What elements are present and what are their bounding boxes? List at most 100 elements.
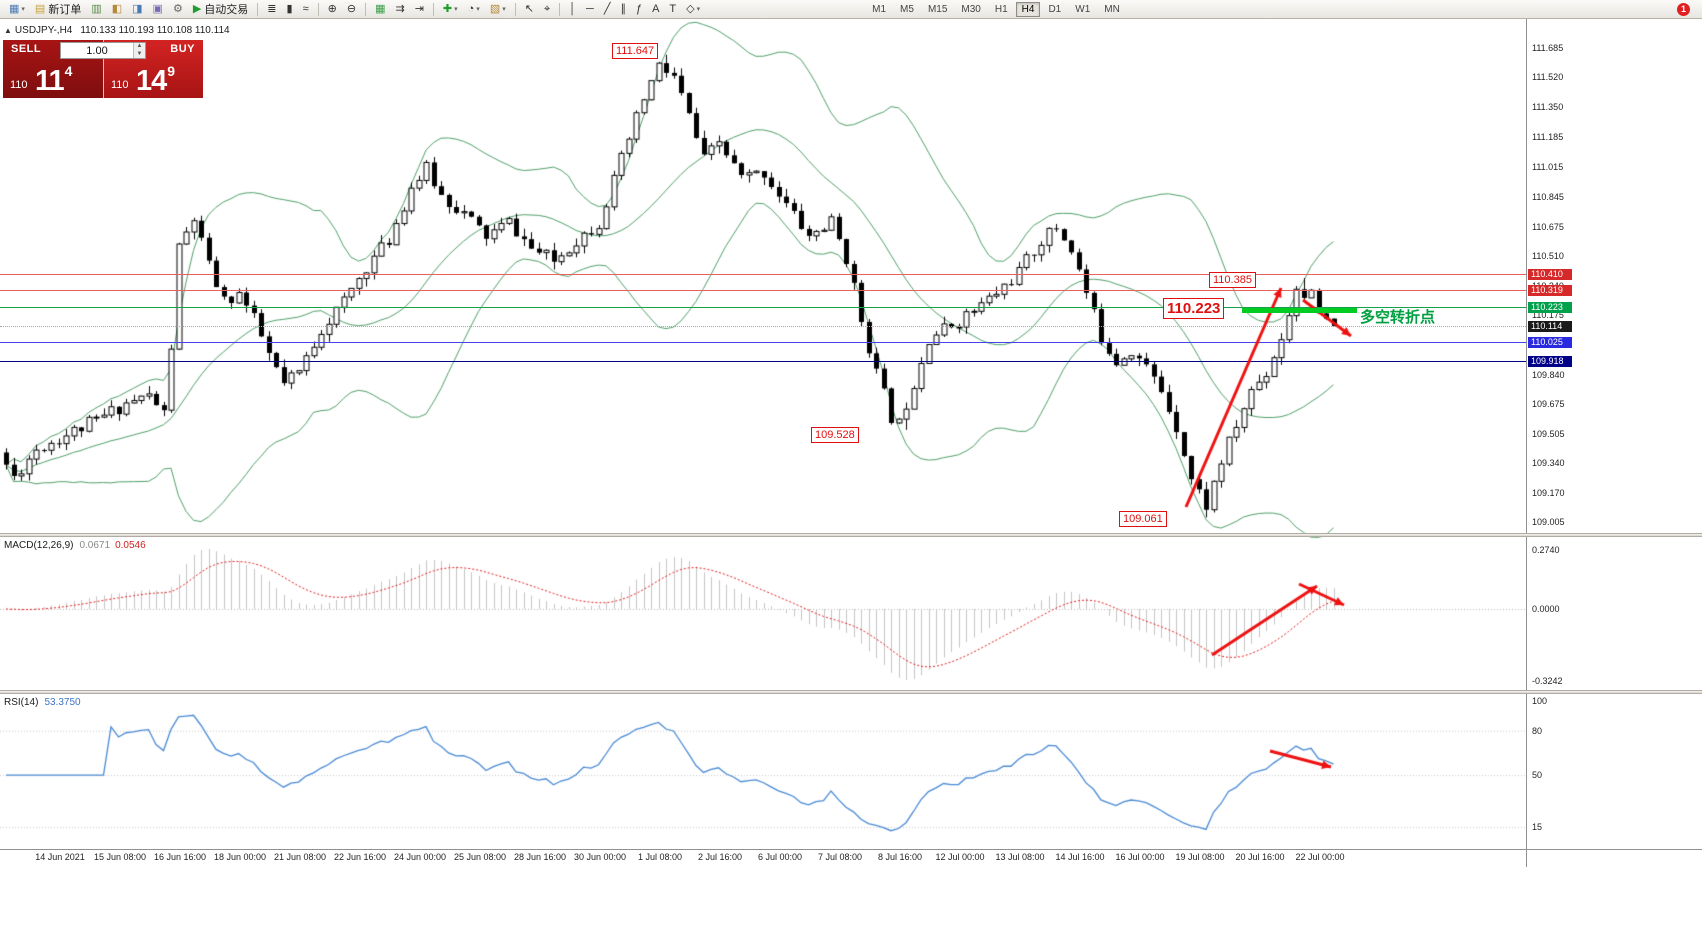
indicators-button[interactable]: ✚ ▾	[439, 0, 462, 18]
chart-shift-button[interactable]: ⇥	[411, 0, 428, 18]
timeframe-m15[interactable]: M15	[927, 3, 948, 15]
price-axis-label: 111.015	[1532, 161, 1564, 172]
price-chart-canvas[interactable]	[0, 19, 1526, 867]
time-axis-label: 16 Jul 00:00	[1115, 852, 1165, 862]
zoom-in-button[interactable]: ⊕	[324, 0, 341, 18]
buy-price: 149	[136, 63, 175, 98]
macd-axis-label: 0.0000	[1532, 604, 1560, 614]
terminal-icon: ▣	[152, 3, 163, 15]
indicators-dropdown-icon[interactable]: ▾	[454, 6, 458, 13]
rsi-axis-label: 15	[1532, 821, 1543, 832]
new-chart-button[interactable]: ▦ ▾	[5, 0, 29, 18]
buy-button[interactable]: BUY	[170, 43, 195, 55]
price-axis-label: 111.350	[1532, 102, 1564, 113]
data-window-button[interactable]: ◧	[108, 0, 126, 18]
periods-dropdown-icon[interactable]: ▾	[476, 6, 480, 13]
toolbar-separator	[257, 2, 259, 16]
new-order-button[interactable]: ▤ 新订单	[31, 0, 85, 18]
horizontal-line-button[interactable]: ─	[582, 0, 598, 18]
horizontal-line-object[interactable]	[0, 274, 1526, 275]
sell-button[interactable]: SELL	[11, 43, 42, 55]
trendline-button[interactable]: ╱	[600, 0, 615, 18]
price-callout[interactable]: 109.061	[1119, 511, 1167, 527]
buy-price-prefix: 110	[111, 79, 129, 91]
price-axis-label: 111.520	[1532, 72, 1564, 83]
arrows-tool-dropdown-icon[interactable]: ▾	[696, 6, 701, 13]
market-watch-icon: ▥	[91, 3, 102, 15]
cursor-button[interactable]: ↖	[521, 0, 538, 18]
price-callout[interactable]: 111.647	[612, 43, 659, 59]
price-callout[interactable]: 110.385	[1209, 272, 1256, 288]
text-label-button[interactable]: T	[665, 0, 680, 18]
timeframe-m1[interactable]: M1	[872, 3, 887, 15]
templates-button[interactable]: ▧ ▾	[486, 0, 510, 18]
crosshair-icon: ⌖	[543, 3, 551, 15]
line-chart-mode-button[interactable]: ≈	[299, 0, 313, 18]
timeframe-w1[interactable]: W1	[1075, 3, 1091, 15]
vertical-line-button[interactable]: │	[565, 0, 580, 18]
horizontal-line-object[interactable]	[0, 342, 1526, 343]
macd-value-signal: 0.0546	[115, 540, 146, 551]
time-axis-label: 21 Jun 08:00	[273, 852, 327, 862]
price-callout[interactable]: 110.223	[1163, 298, 1225, 319]
new-chart-dropdown-icon[interactable]: ▾	[21, 6, 25, 13]
time-axis-label: 15 Jun 08:00	[93, 852, 147, 862]
candlestick-mode-button[interactable]: ▮	[283, 0, 297, 18]
text-icon: A	[652, 3, 660, 15]
tile-windows-button[interactable]: ▦	[371, 0, 389, 18]
new-order-icon: ▤	[34, 3, 46, 15]
annotation-text[interactable]: 多空转折点	[1360, 309, 1436, 326]
notification-badge[interactable]: 1	[1677, 2, 1690, 16]
zoom-out-icon: ⊖	[346, 3, 357, 15]
price-axis-label: 109.675	[1532, 398, 1565, 409]
horizontal-line-object[interactable]	[0, 361, 1526, 362]
market-watch-button[interactable]: ▥	[87, 0, 105, 18]
timeframe-h4[interactable]: H4	[1015, 1, 1041, 17]
bar-chart-mode-icon: ≣	[267, 3, 277, 15]
pane-splitter-rsi[interactable]	[0, 690, 1702, 694]
pane-splitter-macd[interactable]	[0, 533, 1702, 537]
text-button[interactable]: A	[648, 0, 663, 18]
zoom-out-button[interactable]: ⊖	[343, 0, 360, 18]
timeframe-h1[interactable]: H1	[994, 3, 1008, 15]
price-axis-label: 110.510	[1532, 250, 1564, 261]
equidistant-channel-icon: ∥	[620, 3, 626, 15]
arrows-tool-icon: ◇	[686, 3, 695, 15]
terminal-button[interactable]: ▣	[149, 0, 167, 18]
volume-spinner[interactable]: ▲ ▼	[133, 43, 145, 58]
bar-chart-mode-button[interactable]: ≣	[263, 0, 280, 18]
fibonacci-retracement-button[interactable]: ƒ	[632, 0, 646, 18]
volume-up-icon[interactable]: ▲	[134, 43, 145, 51]
cursor-icon: ↖	[524, 3, 534, 15]
price-callout[interactable]: 109.528	[811, 427, 859, 443]
chart-shift-icon: ⇥	[414, 3, 424, 15]
volume-input[interactable]	[61, 43, 133, 58]
price-axis[interactable]: 111.685 111.520 111.350 111.185 111.015 110.8…	[1526, 19, 1702, 867]
arrows-tool-button[interactable]: ◇ ▾	[682, 0, 704, 18]
time-axis-label: 22 Jun 16:00	[333, 852, 387, 862]
trendline-icon: ╱	[603, 3, 611, 15]
strategy-tester-button[interactable]: ⚙	[169, 0, 187, 18]
time-axis-label: 13 Jul 08:00	[995, 852, 1045, 862]
timeframe-d1[interactable]: D1	[1048, 3, 1062, 15]
tile-windows-icon: ▦	[375, 3, 386, 15]
templates-icon: ▧	[489, 3, 501, 15]
autotrading-button[interactable]: ▶ 自动交易	[189, 0, 252, 18]
crosshair-button[interactable]: ⌖	[540, 0, 554, 18]
volume-down-icon[interactable]: ▼	[134, 50, 145, 58]
timeframe-mn[interactable]: MN	[1104, 3, 1120, 15]
navigator-button[interactable]: ◨	[128, 0, 146, 18]
periods-button[interactable]: ◔ ▾	[464, 0, 484, 18]
timeframe-m5[interactable]: M5	[900, 3, 914, 15]
price-axis-label: 110.175	[1532, 310, 1564, 321]
auto-scroll-button[interactable]: ⇉	[391, 0, 408, 18]
price-axis-label: 109.840	[1532, 369, 1565, 380]
templates-dropdown-icon[interactable]: ▾	[502, 6, 506, 13]
data-window-icon: ◧	[111, 3, 123, 15]
support-segment-object[interactable]	[1242, 307, 1357, 313]
time-axis-label: 14 Jul 16:00	[1055, 852, 1105, 862]
timeframe-m30[interactable]: M30	[961, 3, 981, 15]
horizontal-line-object[interactable]	[0, 290, 1526, 291]
equidistant-channel-button[interactable]: ∥	[616, 0, 630, 18]
timeframe-group: M1 M5 M15 M30 H1 H4 D1 W1 MN	[865, 1, 1127, 17]
